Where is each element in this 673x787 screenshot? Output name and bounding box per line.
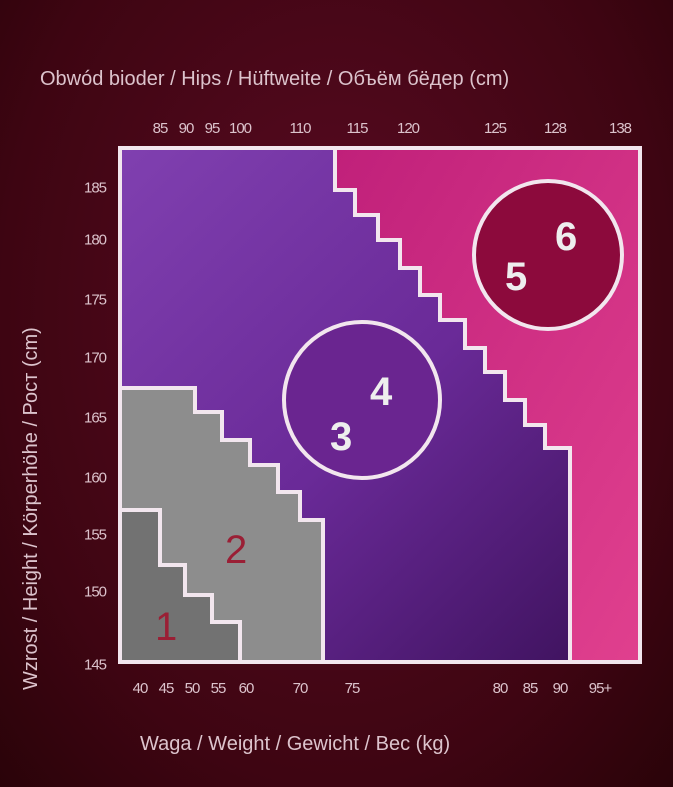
size-label-3: 3 [330,415,352,459]
size-label-5: 5 [505,255,527,299]
y-tick: 170 [84,349,107,367]
top-tick: 85 [152,120,169,137]
size-circle-3-4 [282,320,442,480]
y-tick: 145 [84,656,107,674]
x-tick: 45 [158,680,175,697]
y-tick: 180 [84,231,107,249]
x-tick: 40 [132,680,149,697]
x-tick: 85 [522,680,539,697]
top-tick: 120 [396,120,420,137]
top-tick: 90 [178,120,195,137]
y-tick: 155 [84,526,107,544]
x-axis-label: Waga / Weight / Gewicht / Вес (kg) [140,733,451,755]
x-tick: 60 [238,680,255,697]
top-tick: 138 [608,120,632,137]
top-axis-label: Obwód bioder / Hips / Hüftweite / Объём … [40,68,510,90]
top-tick: 125 [483,120,507,137]
top-tick: 115 [346,120,369,137]
top-tick: 128 [543,120,567,137]
x-tick: 75 [344,680,361,697]
size-label-6: 6 [555,215,577,259]
y-tick: 165 [84,409,107,427]
y-tick: 175 [84,291,107,309]
top-tick: 100 [228,120,252,137]
y-tick: 150 [84,583,107,601]
x-tick: 95+ [588,680,612,697]
top-tick: 95 [204,120,221,137]
x-tick: 70 [292,680,309,697]
y-tick: 160 [84,469,107,487]
size-circle-5-6 [472,179,624,331]
top-tick: 110 [289,120,312,137]
y-tick: 185 [84,179,107,197]
size-label-1: 1 [155,605,177,649]
x-tick: 90 [552,680,569,697]
size-label-4: 4 [370,370,393,414]
plot-border [118,146,642,664]
size-label-2: 2 [225,528,247,572]
x-tick: 55 [210,680,227,697]
x-tick: 80 [492,680,509,697]
x-tick: 50 [184,680,201,697]
